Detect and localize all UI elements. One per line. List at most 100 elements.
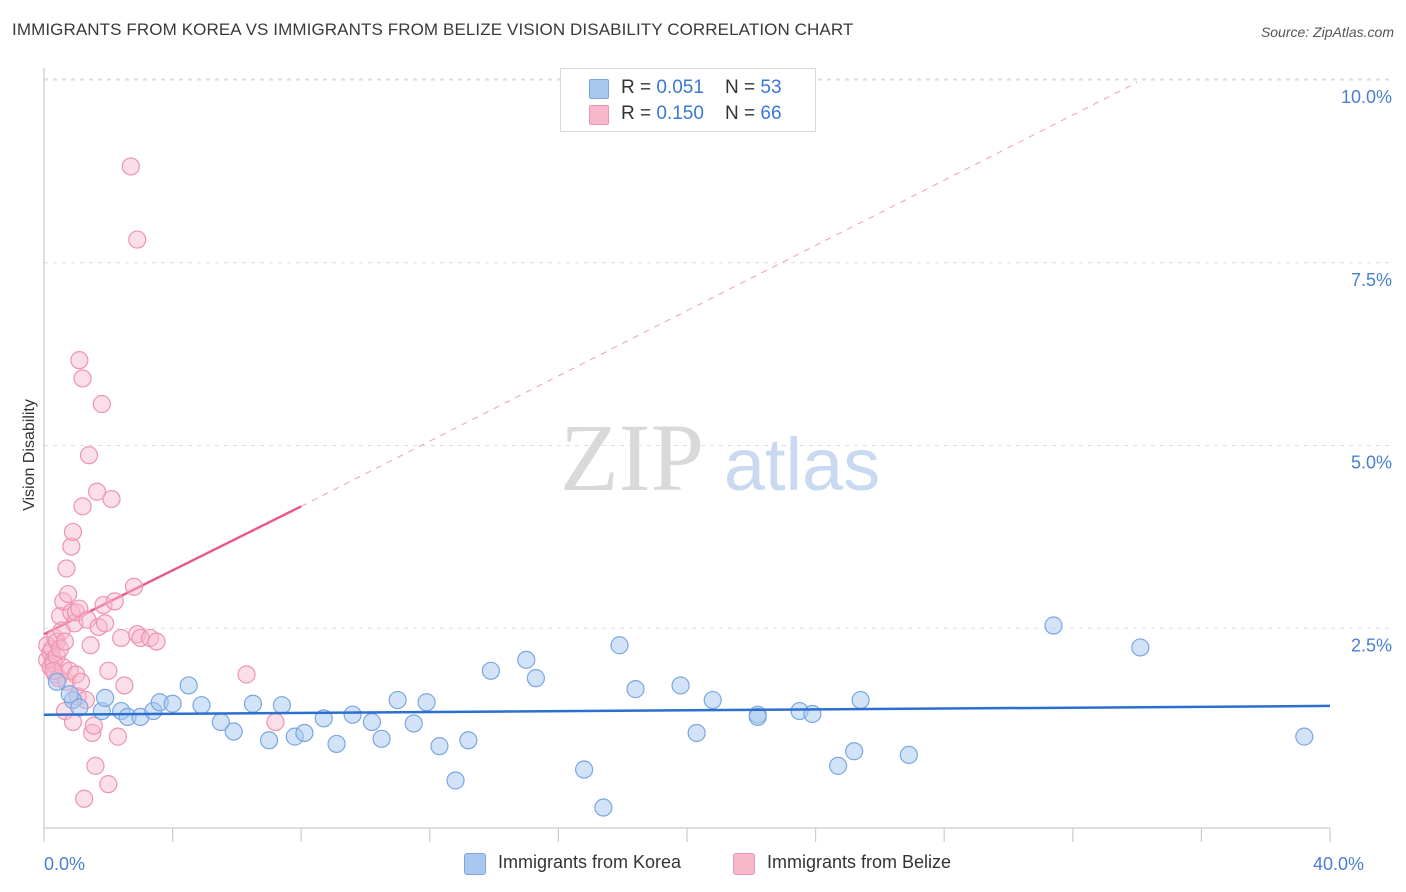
- korea-point: [1131, 638, 1150, 657]
- korea-point: [687, 723, 706, 743]
- korea-point: [845, 742, 864, 761]
- korea-point: [748, 707, 767, 726]
- belize-legend-label: Immigrants from Belize: [767, 852, 952, 872]
- belize-point: [63, 522, 83, 542]
- korea-trend: [43, 704, 1331, 716]
- belize-point: [147, 632, 166, 651]
- korea-n-value: 53: [760, 77, 782, 98]
- korea-point: [671, 676, 690, 695]
- korea-point: [899, 745, 918, 765]
- korea-point: [362, 712, 382, 732]
- belize-point: [121, 157, 140, 176]
- korea-point: [179, 676, 198, 695]
- korea-point: [47, 672, 66, 691]
- belize-r-label: R =: [621, 103, 657, 124]
- korea-point: [610, 636, 629, 655]
- korea-point: [417, 693, 436, 712]
- korea-point: [803, 704, 822, 724]
- belize-point: [86, 756, 105, 775]
- belize-point: [70, 351, 89, 370]
- korea-point: [459, 731, 478, 750]
- korea-point: [430, 737, 449, 756]
- chart-source: Source: ZipAtlas.com: [1260, 24, 1394, 40]
- belize-legend-swatch: [733, 853, 755, 875]
- korea-point: [224, 722, 243, 741]
- korea-point: [95, 688, 115, 707]
- korea-point: [163, 694, 182, 713]
- belize-trend: [43, 81, 1138, 636]
- belize-point: [78, 610, 97, 629]
- korea-swatch: [589, 79, 609, 99]
- korea-point: [70, 698, 89, 717]
- korea-point: [829, 756, 848, 775]
- korea-point: [259, 731, 279, 750]
- korea-n-label: N =: [725, 77, 761, 98]
- korea-point: [526, 669, 545, 688]
- axes: [43, 68, 1330, 829]
- belize-point: [266, 712, 285, 732]
- belize-point: [55, 632, 74, 651]
- korea-point: [388, 690, 407, 710]
- belize-point: [108, 727, 128, 746]
- korea-points: [47, 616, 1314, 817]
- belize-point: [83, 723, 102, 743]
- y-tick-label: 7.5%: [1351, 270, 1392, 290]
- korea-point: [314, 709, 333, 728]
- belize-n-label: N =: [725, 103, 761, 124]
- belize-r-value: 0.150: [656, 103, 704, 124]
- korea-point: [60, 685, 79, 704]
- belize-point: [95, 614, 115, 633]
- korea-point: [626, 680, 645, 699]
- belize-point: [79, 446, 99, 465]
- belize-point: [87, 482, 107, 501]
- korea-point: [295, 723, 314, 743]
- chart-title: IMMIGRANTS FROM KOREA VS IMMIGRANTS FROM…: [12, 20, 854, 39]
- korea-point: [851, 690, 870, 710]
- belize-point: [81, 636, 100, 655]
- korea-point: [192, 696, 211, 715]
- y-tick-label: 10.0%: [1341, 87, 1392, 107]
- x-tick-label: 40.0%: [1313, 854, 1364, 874]
- korea-point: [372, 729, 391, 748]
- korea-point: [517, 650, 536, 669]
- belize-point: [84, 716, 103, 735]
- belize-point: [73, 369, 92, 388]
- y-axis-label: Vision Disability: [21, 399, 38, 511]
- korea-point: [1044, 616, 1063, 635]
- korea-point: [594, 798, 613, 817]
- korea-point: [272, 696, 292, 715]
- belize-point: [57, 559, 76, 578]
- belize-point: [71, 672, 91, 691]
- belize-point: [99, 775, 118, 794]
- stats-legend: R = 0.051 N = 53 R = 0.150 N = 66: [560, 68, 816, 132]
- belize-point: [62, 537, 81, 556]
- korea-point: [343, 705, 362, 724]
- belize-point: [102, 489, 121, 509]
- belize-point: [112, 628, 131, 648]
- watermark: ZIP atlas: [560, 404, 880, 511]
- korea-legend-label: Immigrants from Korea: [498, 852, 682, 872]
- belize-n-value: 66: [760, 103, 782, 124]
- korea-point: [1295, 727, 1314, 746]
- korea-point: [327, 734, 346, 754]
- y-tick-label: 5.0%: [1351, 453, 1392, 473]
- korea-point: [703, 690, 722, 710]
- belize-swatch: [589, 105, 609, 125]
- x-tick-label: 0.0%: [44, 854, 85, 874]
- korea-point: [404, 714, 423, 733]
- gridlines: [43, 78, 1392, 842]
- belize-point: [128, 230, 147, 249]
- belize-point: [99, 661, 118, 680]
- korea-point: [243, 694, 263, 713]
- watermark-atlas: atlas: [724, 423, 880, 506]
- belize-point: [94, 595, 113, 615]
- tick-labels: 2.5% 5.0% 7.5% 10.0% 0.0% 40.0%: [44, 87, 1392, 874]
- belize-point: [73, 497, 92, 516]
- belize-point: [59, 584, 78, 604]
- belize-points: [38, 157, 285, 808]
- korea-point: [446, 771, 465, 790]
- belize-trend-dashed: [300, 81, 1138, 507]
- belize-point: [115, 676, 134, 695]
- belize-point: [237, 665, 256, 684]
